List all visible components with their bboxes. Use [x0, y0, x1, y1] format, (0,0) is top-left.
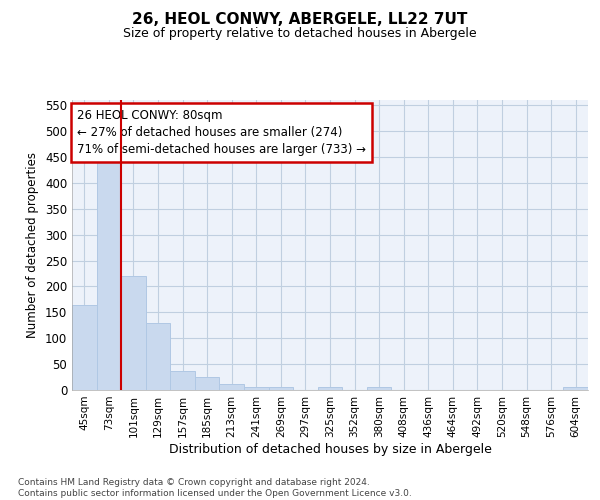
Bar [97, 160, 121, 390]
Bar [318, 388, 342, 390]
Bar [170, 371, 195, 390]
Text: 26, HEOL CONWY, ABERGELE, LL22 7UT: 26, HEOL CONWY, ABERGELE, LL22 7UT [133, 12, 467, 28]
Text: Distribution of detached houses by size in Abergele: Distribution of detached houses by size … [169, 442, 491, 456]
Bar [367, 388, 391, 390]
Bar [563, 388, 588, 390]
Text: Size of property relative to detached houses in Abergele: Size of property relative to detached ho… [123, 28, 477, 40]
Bar [220, 384, 244, 390]
Bar [121, 276, 146, 390]
Bar [72, 304, 97, 390]
Bar [244, 387, 269, 390]
Bar [269, 388, 293, 390]
Bar [195, 377, 220, 390]
Text: 26 HEOL CONWY: 80sqm
← 27% of detached houses are smaller (274)
71% of semi-deta: 26 HEOL CONWY: 80sqm ← 27% of detached h… [77, 108, 366, 156]
Bar [146, 322, 170, 390]
Text: Contains HM Land Registry data © Crown copyright and database right 2024.
Contai: Contains HM Land Registry data © Crown c… [18, 478, 412, 498]
Y-axis label: Number of detached properties: Number of detached properties [26, 152, 40, 338]
